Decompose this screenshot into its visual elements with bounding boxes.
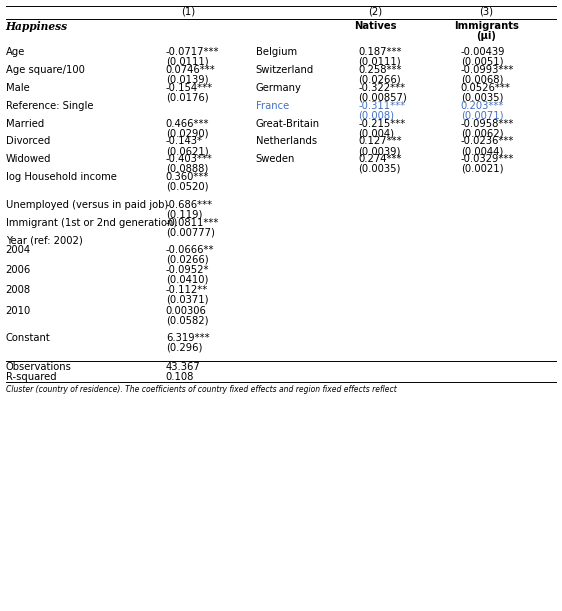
Text: 0.274***: 0.274*** <box>359 154 402 164</box>
Text: -0.0958***: -0.0958*** <box>461 119 514 128</box>
Text: -0.0236***: -0.0236*** <box>461 136 514 147</box>
Text: (0.0266): (0.0266) <box>166 254 209 265</box>
Text: Great-Britain: Great-Britain <box>256 119 320 128</box>
Text: (0.0021): (0.0021) <box>461 164 504 174</box>
Text: -0.686***: -0.686*** <box>166 200 213 210</box>
Text: (0.00857): (0.00857) <box>359 92 407 103</box>
Text: Widowed: Widowed <box>6 154 51 164</box>
Text: Immigrant (1st or 2nd generation): Immigrant (1st or 2nd generation) <box>6 218 177 228</box>
Text: 43.367: 43.367 <box>166 362 201 372</box>
Text: (0.0582): (0.0582) <box>166 315 209 325</box>
Text: Immigrants: Immigrants <box>454 21 519 31</box>
Text: (0.0139): (0.0139) <box>166 75 209 84</box>
Text: Germany: Germany <box>256 83 302 93</box>
Text: -0.0666**: -0.0666** <box>166 244 214 255</box>
Text: (0.0266): (0.0266) <box>359 75 401 84</box>
Text: Unemployed (versus in paid job): Unemployed (versus in paid job) <box>6 200 168 210</box>
Text: (0.0520): (0.0520) <box>166 181 209 192</box>
Text: (0.0039): (0.0039) <box>359 146 401 156</box>
Text: (0.0051): (0.0051) <box>461 57 504 67</box>
Text: (0.0035): (0.0035) <box>359 164 401 174</box>
Text: 0.203***: 0.203*** <box>461 101 504 111</box>
Text: 0.0746***: 0.0746*** <box>166 65 216 75</box>
Text: (0.0035): (0.0035) <box>461 92 503 103</box>
Text: (0.008): (0.008) <box>359 111 395 120</box>
Text: -0.143*: -0.143* <box>166 136 203 147</box>
Text: -0.322***: -0.322*** <box>359 83 406 93</box>
Text: 2004: 2004 <box>6 244 31 255</box>
Text: Observations: Observations <box>6 362 71 372</box>
Text: Netherlands: Netherlands <box>256 136 317 147</box>
Text: 0.187***: 0.187*** <box>359 47 402 57</box>
Text: 2006: 2006 <box>6 265 31 275</box>
Text: Switzerland: Switzerland <box>256 65 314 75</box>
Text: (0.0621): (0.0621) <box>166 146 209 156</box>
Text: Belgium: Belgium <box>256 47 297 57</box>
Text: (0.0111): (0.0111) <box>359 57 401 67</box>
Text: 0.360***: 0.360*** <box>166 172 209 182</box>
Text: 0.127***: 0.127*** <box>359 136 402 147</box>
Text: -0.154***: -0.154*** <box>166 83 213 93</box>
Text: France: France <box>256 101 289 111</box>
Text: (3): (3) <box>479 7 493 16</box>
Text: 2008: 2008 <box>6 285 31 295</box>
Text: Happiness: Happiness <box>6 21 68 32</box>
Text: (0.296): (0.296) <box>166 343 202 353</box>
Text: Reference: Single: Reference: Single <box>6 101 93 111</box>
Text: (2): (2) <box>368 7 383 16</box>
Text: -0.403***: -0.403*** <box>166 154 212 164</box>
Text: -0.00439: -0.00439 <box>461 47 505 57</box>
Text: 0.108: 0.108 <box>166 372 194 382</box>
Text: Age: Age <box>6 47 25 57</box>
Text: (0.0111): (0.0111) <box>166 57 209 67</box>
Text: Cluster (country of residence). The coefficients of country fixed effects and re: Cluster (country of residence). The coef… <box>6 386 396 394</box>
Text: -0.0952*: -0.0952* <box>166 265 209 275</box>
Text: (0.0176): (0.0176) <box>166 92 209 103</box>
Text: (0.0888): (0.0888) <box>166 164 208 174</box>
Text: R-squared: R-squared <box>6 372 56 382</box>
Text: (0.0371): (0.0371) <box>166 295 209 305</box>
Text: Age square/100: Age square/100 <box>6 65 84 75</box>
Text: -0.0329***: -0.0329*** <box>461 154 514 164</box>
Text: 6.319***: 6.319*** <box>166 333 210 343</box>
Text: 0.466***: 0.466*** <box>166 119 209 128</box>
Text: 0.00306: 0.00306 <box>166 306 207 315</box>
Text: 0.0526***: 0.0526*** <box>461 83 511 93</box>
Text: (0.004): (0.004) <box>359 128 395 138</box>
Text: (0.0410): (0.0410) <box>166 274 208 285</box>
Text: (0.0062): (0.0062) <box>461 128 504 138</box>
Text: Divorced: Divorced <box>6 136 50 147</box>
Text: Natives: Natives <box>354 21 397 31</box>
Text: 0.258***: 0.258*** <box>359 65 402 75</box>
Text: Sweden: Sweden <box>256 154 295 164</box>
Text: Male: Male <box>6 83 29 93</box>
Text: -0.0717***: -0.0717*** <box>166 47 219 57</box>
Text: 2010: 2010 <box>6 306 31 315</box>
Text: (0.0071): (0.0071) <box>461 111 504 120</box>
Text: -0.0993***: -0.0993*** <box>461 65 514 75</box>
Text: Constant: Constant <box>6 333 51 343</box>
Text: (0.0290): (0.0290) <box>166 128 209 138</box>
Text: (0.0068): (0.0068) <box>461 75 503 84</box>
Text: (0.00777): (0.00777) <box>166 227 215 237</box>
Text: -0.215***: -0.215*** <box>359 119 406 128</box>
Text: -0.112**: -0.112** <box>166 285 208 295</box>
Text: Married: Married <box>6 119 44 128</box>
Text: log Household income: log Household income <box>6 172 116 182</box>
Text: -0.311***: -0.311*** <box>359 101 406 111</box>
Text: (1): (1) <box>181 7 196 16</box>
Text: (0.119): (0.119) <box>166 210 202 219</box>
Text: Year (ref: 2002): Year (ref: 2002) <box>6 235 83 246</box>
Text: -0.0811***: -0.0811*** <box>166 218 219 228</box>
Text: (0.0044): (0.0044) <box>461 146 503 156</box>
Text: (μi): (μi) <box>476 31 496 41</box>
